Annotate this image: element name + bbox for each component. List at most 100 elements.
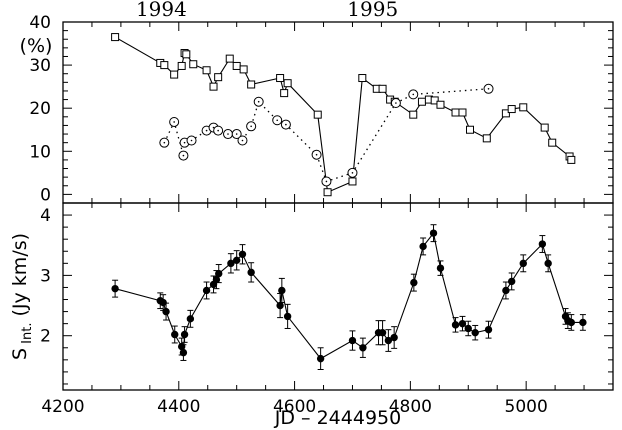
square-point	[202, 66, 211, 75]
square-point	[280, 89, 289, 98]
square-point	[160, 61, 169, 70]
flux-point	[471, 328, 479, 337]
flux-point	[538, 240, 547, 248]
flux-point	[283, 312, 292, 321]
flux-point	[410, 278, 418, 287]
square-point	[358, 74, 367, 83]
top-plot-frame	[62, 21, 614, 204]
flux-point	[111, 284, 119, 293]
flux-point	[247, 268, 255, 277]
circle-point-center	[173, 121, 175, 123]
flux-point	[567, 318, 576, 327]
square-point	[247, 80, 256, 89]
square-point	[214, 73, 223, 82]
flux-point	[227, 259, 235, 268]
flux-point	[378, 328, 387, 337]
circle-point-center	[163, 141, 166, 144]
year-label: 1994	[136, 0, 187, 21]
flux-point	[316, 354, 325, 363]
flux-point	[458, 319, 467, 328]
flux-point	[451, 321, 460, 329]
year-label: 1995	[347, 0, 398, 21]
square-point	[283, 79, 292, 88]
circle-point-center	[257, 100, 260, 103]
square-point	[436, 100, 445, 109]
square-point	[182, 50, 191, 59]
flux-point	[436, 264, 445, 272]
square-point	[323, 188, 332, 197]
square-point	[170, 70, 179, 79]
square-point	[548, 138, 557, 147]
square-point	[458, 108, 467, 117]
bottom-y-axis-label: S Int. (Jy km/s)	[9, 233, 35, 360]
circle-point-center	[235, 133, 238, 135]
flux-point	[348, 336, 357, 345]
square-point	[540, 123, 549, 132]
circle-point-center	[412, 93, 415, 96]
x-axis-label: JD – 2444950	[274, 407, 401, 429]
circle-point-center	[351, 172, 354, 174]
flux-point	[215, 269, 223, 278]
square-point	[189, 60, 198, 69]
flux-point	[390, 333, 398, 342]
flux-point	[359, 344, 367, 352]
circle-point-center	[285, 123, 287, 126]
flux-point	[179, 348, 188, 357]
square-point	[177, 61, 186, 70]
flux-point	[419, 242, 427, 251]
circle-point-center	[276, 119, 279, 122]
flux-point	[579, 318, 587, 327]
x-tick-label: 4200	[41, 397, 84, 417]
circle-point-center	[241, 139, 244, 142]
flux-point	[180, 330, 189, 339]
flux-point	[202, 286, 211, 295]
top-y-tick-label: 20	[29, 99, 51, 119]
circle-point-center	[205, 129, 208, 132]
top-y-tick-label: 40	[29, 13, 51, 33]
square-point	[209, 82, 218, 91]
flux-point	[502, 286, 510, 295]
y-axis-label-unit: (Jy km/s)	[9, 233, 31, 323]
x-tick-label: 4600	[273, 397, 316, 417]
square-point	[409, 110, 418, 119]
square-point	[276, 74, 285, 83]
flux-point	[171, 330, 179, 339]
top-y-tick-label: 10	[29, 142, 51, 162]
flux-point	[238, 250, 247, 258]
square-point	[239, 65, 248, 74]
flux-point	[159, 298, 167, 307]
top-y-tick-label: 0	[40, 185, 51, 205]
bottom-plot-frame	[62, 202, 614, 391]
circle-point-center	[217, 129, 219, 132]
square-point	[482, 134, 491, 143]
square-point	[501, 109, 510, 118]
circle-point-center	[487, 87, 490, 90]
square-point	[378, 84, 387, 93]
square-point	[232, 61, 241, 70]
flux-point	[544, 259, 552, 268]
square-point	[111, 33, 120, 42]
circle-point-center	[227, 133, 229, 135]
square-point	[417, 97, 426, 106]
flux-point	[519, 259, 527, 268]
bottom-y-tick-label: 2	[40, 327, 51, 347]
circle-point-center	[250, 125, 252, 128]
bottom-y-tick-label: 4	[40, 206, 51, 226]
flux-point	[278, 286, 286, 295]
square-point	[507, 105, 516, 114]
square-point	[430, 96, 439, 105]
x-tick-label: 4400	[157, 397, 200, 417]
top-y-tick-label: 30	[29, 56, 51, 76]
bottom-y-tick-label: 3	[40, 266, 51, 286]
square-point	[567, 155, 576, 164]
square-point	[348, 177, 357, 186]
x-tick-label: 4800	[389, 397, 432, 417]
circle-point-center	[395, 102, 397, 104]
flux-point	[484, 325, 493, 334]
square-point	[519, 103, 528, 112]
y-axis-label-symbol: S	[9, 348, 31, 360]
flux-point	[507, 277, 516, 286]
square-point	[466, 125, 474, 134]
